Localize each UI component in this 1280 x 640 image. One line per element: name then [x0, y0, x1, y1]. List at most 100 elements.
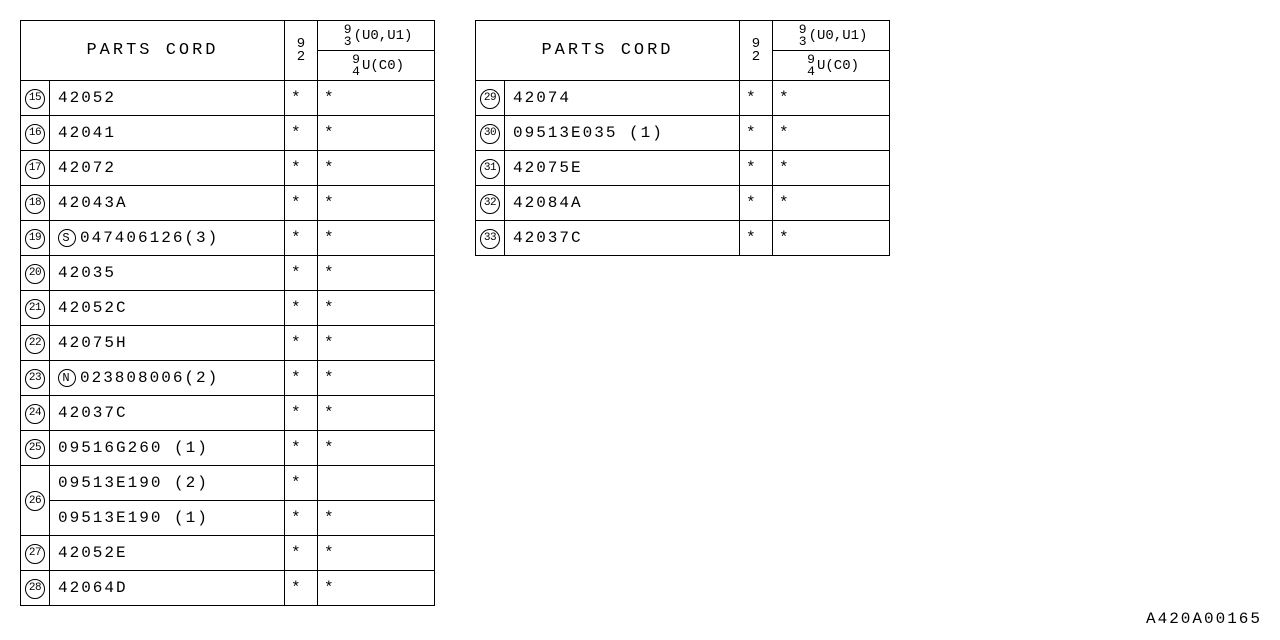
row-number: 29: [476, 81, 505, 116]
row-number: 19: [21, 221, 50, 256]
part-code: 42084A: [505, 186, 740, 221]
row-number: 27: [21, 536, 50, 571]
row-number: 18: [21, 186, 50, 221]
part-code: 42052C: [50, 291, 285, 326]
row-number: 24: [21, 396, 50, 431]
table-row: 18 42043A * *: [21, 186, 435, 221]
table-row: 32 42084A * *: [476, 186, 890, 221]
table-row: 27 42052E * *: [21, 536, 435, 571]
mark-a: *: [740, 221, 773, 256]
mark-b: *: [773, 116, 890, 151]
header-col-94: 94U(C0): [318, 51, 435, 81]
mark-a: *: [740, 81, 773, 116]
mark-b: *: [318, 396, 435, 431]
mark-b: *: [318, 501, 435, 536]
part-code: 42072: [50, 151, 285, 186]
table-row: 20 42035 * *: [21, 256, 435, 291]
mark-b: [318, 466, 435, 501]
document-id: A420A00165: [1146, 610, 1262, 628]
mark-a: *: [285, 396, 318, 431]
table-row: 29 42074 * *: [476, 81, 890, 116]
part-code: 09513E190 (2): [50, 466, 285, 501]
header-parts-cord: PARTS CORD: [476, 21, 740, 81]
table-row: 24 42037C * *: [21, 396, 435, 431]
parts-table-2: PARTS CORD 92 93(U0,U1) 94U(C0) 29 42074…: [475, 20, 890, 256]
part-code: 42074: [505, 81, 740, 116]
part-code: 42052E: [50, 536, 285, 571]
table-row: 22 42075H * *: [21, 326, 435, 361]
mark-a: *: [285, 256, 318, 291]
row-number: 22: [21, 326, 50, 361]
part-code: S047406126(3): [50, 221, 285, 256]
mark-a: *: [285, 571, 318, 606]
table-row: 23 N023808006(2) * *: [21, 361, 435, 396]
mark-b: *: [773, 221, 890, 256]
mark-b: *: [318, 186, 435, 221]
header-col-94: 94U(C0): [773, 51, 890, 81]
part-code: 42064D: [50, 571, 285, 606]
mark-a: *: [285, 431, 318, 466]
table-row: 17 42072 * *: [21, 151, 435, 186]
table-row: 19 S047406126(3) * *: [21, 221, 435, 256]
table-row: 26 09513E190 (2) *: [21, 466, 435, 501]
mark-a: *: [740, 186, 773, 221]
table-row: 16 42041 * *: [21, 116, 435, 151]
mark-a: *: [285, 186, 318, 221]
parts-table-1: PARTS CORD 92 93(U0,U1) 94U(C0) 15 42052…: [20, 20, 435, 606]
table-row: 33 42037C * *: [476, 221, 890, 256]
table-row: 30 09513E035 (1) * *: [476, 116, 890, 151]
mark-a: *: [285, 326, 318, 361]
mark-a: *: [740, 151, 773, 186]
mark-b: *: [318, 571, 435, 606]
row-number: 17: [21, 151, 50, 186]
mark-b: *: [773, 151, 890, 186]
mark-b: *: [318, 431, 435, 466]
header-col-92: 92: [740, 21, 773, 81]
header-col-93: 93(U0,U1): [773, 21, 890, 51]
mark-a: *: [285, 116, 318, 151]
mark-b: *: [318, 291, 435, 326]
mark-b: *: [773, 186, 890, 221]
mark-b: *: [318, 326, 435, 361]
table-row: 28 42064D * *: [21, 571, 435, 606]
tables-container: PARTS CORD 92 93(U0,U1) 94U(C0) 15 42052…: [0, 0, 1280, 606]
part-code: 42041: [50, 116, 285, 151]
row-number: 25: [21, 431, 50, 466]
part-code: 09513E190 (1): [50, 501, 285, 536]
row-number: 20: [21, 256, 50, 291]
part-code: 09513E035 (1): [505, 116, 740, 151]
row-number: 23: [21, 361, 50, 396]
part-code: 42043A: [50, 186, 285, 221]
row-number: 16: [21, 116, 50, 151]
mark-b: *: [318, 256, 435, 291]
mark-a: *: [285, 501, 318, 536]
part-code: 42075H: [50, 326, 285, 361]
mark-a: *: [285, 291, 318, 326]
part-code: 42035: [50, 256, 285, 291]
part-code: 42037C: [50, 396, 285, 431]
mark-a: *: [285, 81, 318, 116]
part-code: N023808006(2): [50, 361, 285, 396]
mark-a: *: [740, 116, 773, 151]
mark-a: *: [285, 221, 318, 256]
part-code: 42037C: [505, 221, 740, 256]
row-number: 31: [476, 151, 505, 186]
mark-b: *: [318, 361, 435, 396]
row-number: 21: [21, 291, 50, 326]
mark-b: *: [318, 81, 435, 116]
table-row: 09513E190 (1) * *: [21, 501, 435, 536]
row-number: 26: [21, 466, 50, 536]
row-number: 30: [476, 116, 505, 151]
header-parts-cord: PARTS CORD: [21, 21, 285, 81]
table-row: 21 42052C * *: [21, 291, 435, 326]
mark-b: *: [773, 81, 890, 116]
header-col-93: 93(U0,U1): [318, 21, 435, 51]
mark-b: *: [318, 151, 435, 186]
part-code: 42052: [50, 81, 285, 116]
row-number: 33: [476, 221, 505, 256]
row-number: 32: [476, 186, 505, 221]
mark-b: *: [318, 221, 435, 256]
table-row: 31 42075E * *: [476, 151, 890, 186]
table-row: 15 42052 * *: [21, 81, 435, 116]
mark-a: *: [285, 361, 318, 396]
